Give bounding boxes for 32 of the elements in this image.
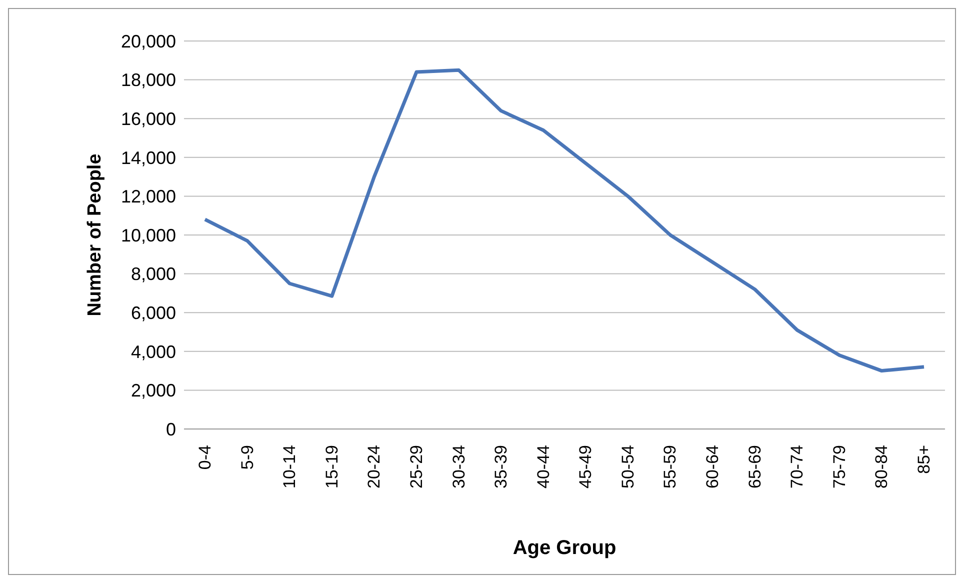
x-tick-label: 35-39 <box>492 445 511 488</box>
x-tick-label: 50-54 <box>618 445 638 488</box>
y-axis-title: Number of People <box>84 154 106 316</box>
x-tick-label: 80-84 <box>872 445 892 488</box>
x-tick-label: 5-9 <box>238 445 257 470</box>
y-tick-label: 4,000 <box>130 342 176 362</box>
x-axis-title: Age Group <box>512 537 616 559</box>
x-tick-label: 30-34 <box>449 445 468 488</box>
y-tick-label: 20,000 <box>120 31 176 52</box>
x-tick-label: 25-29 <box>406 445 426 488</box>
x-tick-label: 85+ <box>914 444 934 474</box>
x-tick-label: 55-59 <box>660 445 680 488</box>
y-tick-label: 2,000 <box>130 380 176 401</box>
x-tick-label: 45-49 <box>576 445 596 488</box>
y-tick-label: 0 <box>166 419 176 440</box>
y-tick-label: 16,000 <box>120 108 176 129</box>
y-tick-label: 10,000 <box>120 225 176 246</box>
x-tick-label: 10-14 <box>280 445 300 488</box>
y-tick-label: 6,000 <box>130 302 176 323</box>
x-tick-label: 15-19 <box>322 445 342 488</box>
x-tick-label: 20-24 <box>364 445 384 488</box>
y-tick-label: 12,000 <box>120 186 176 207</box>
x-tick-label: 70-74 <box>788 445 807 488</box>
x-tick-label: 65-69 <box>745 445 764 488</box>
y-tick-label: 14,000 <box>120 148 176 168</box>
y-tick-label: 8,000 <box>130 264 176 284</box>
y-tick-label: 18,000 <box>120 70 176 90</box>
x-tick-label: 40-44 <box>534 445 553 488</box>
x-tick-label: 75-79 <box>830 445 849 488</box>
x-tick-label: 0-4 <box>196 445 214 470</box>
x-tick-label: 60-64 <box>703 445 722 488</box>
line-series <box>203 68 926 373</box>
